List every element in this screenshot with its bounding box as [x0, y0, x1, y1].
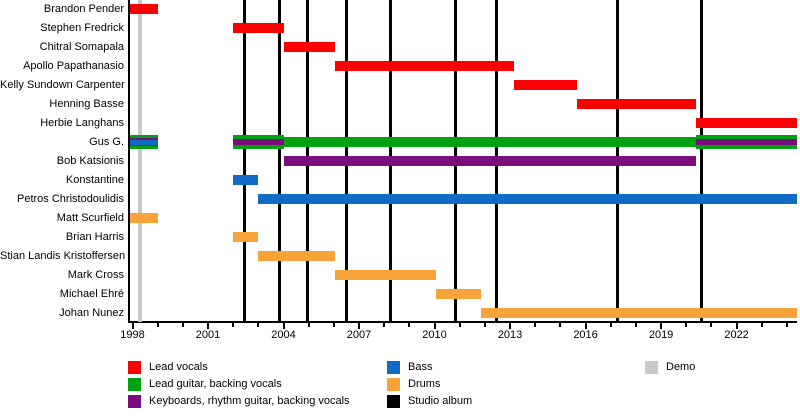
minor-year-tick: [710, 323, 713, 327]
minor-year-tick: [181, 323, 184, 327]
minor-year-tick: [685, 323, 688, 327]
studio-album-line: [243, 0, 247, 322]
year-label: 2016: [573, 329, 598, 341]
member-label: Gus G.: [89, 136, 124, 148]
member-label: Konstantine: [65, 174, 124, 186]
minor-year-tick: [534, 323, 537, 327]
legend-label-lead_vocals: Lead vocals: [149, 361, 208, 373]
timeline-bar-drums: [335, 270, 436, 280]
legend-swatch-drums: [387, 378, 400, 391]
y-axis-line: [128, 0, 130, 322]
legend-label-demo: Demo: [666, 361, 696, 373]
timeline-bar-keyboards: [283, 156, 697, 166]
minor-year-tick: [609, 323, 612, 327]
legend-label-bass: Bass: [408, 361, 433, 373]
year-label: 1998: [120, 329, 145, 341]
major-year-tick: [735, 323, 738, 329]
timeline-bar-drums: [435, 289, 482, 299]
timeline-bar-bass: [130, 139, 158, 145]
timeline-bar-lead_vocals: [233, 23, 284, 33]
year-label: 2013: [497, 329, 523, 341]
studio-album-line: [699, 0, 703, 322]
major-year-tick: [207, 323, 210, 329]
timeline-bar-drums: [258, 251, 336, 261]
legend-swatch-lead_guitar: [128, 378, 141, 391]
member-label: Johan Nunez: [59, 307, 124, 319]
member-label: Kelly Sundown Carpenter: [0, 79, 125, 91]
timeline-bar-keyboards: [696, 139, 797, 145]
member-label: Herbie Langhans: [40, 117, 124, 129]
demo-line: [138, 0, 143, 322]
timeline-bar-lead_vocals: [576, 99, 697, 109]
legend-swatch-bass: [387, 361, 400, 374]
legend-label-studio_album: Studio album: [408, 395, 473, 407]
minor-year-tick: [458, 323, 461, 327]
minor-year-tick: [483, 323, 486, 327]
timeline-bar-lead_vocals: [513, 80, 577, 90]
timeline-bar-drums: [130, 213, 158, 223]
member-label: Apollo Papathanasio: [23, 60, 124, 72]
timeline-bar-drums: [481, 308, 797, 318]
minor-year-tick: [383, 323, 386, 327]
timeline-bar-lead_vocals: [283, 42, 336, 52]
member-label: Stephen Fredrick: [40, 22, 124, 34]
member-label: Chitral Somapala: [39, 41, 124, 53]
legend-swatch-studio_album: [387, 395, 400, 408]
legend-label-lead_guitar: Lead guitar, backing vocals: [149, 378, 282, 390]
year-label: 2004: [271, 329, 296, 341]
major-year-tick: [509, 323, 512, 329]
x-axis-line: [128, 321, 797, 323]
major-year-tick: [358, 323, 361, 329]
year-label: 2010: [422, 329, 447, 341]
year-label: 2022: [724, 329, 749, 341]
major-year-tick: [131, 323, 134, 329]
timeline-bar-keyboards: [233, 139, 284, 145]
member-label: Michael Ehré: [59, 288, 124, 300]
timeline-bar-lead_vocals: [130, 4, 158, 14]
legend-swatch-keyboards: [128, 395, 141, 408]
legend-label-keyboards: Keyboards, rhythm guitar, backing vocals: [149, 395, 350, 407]
minor-year-tick: [634, 323, 637, 327]
timeline-bar-bass: [233, 175, 259, 185]
timeline-bar-lead_guitar: [283, 137, 697, 147]
legend-swatch-demo: [645, 361, 658, 374]
minor-year-tick: [307, 323, 310, 327]
member-label: Bob Katsionis: [56, 155, 124, 167]
member-label: Brandon Pender: [43, 3, 124, 15]
member-label: Henning Basse: [49, 98, 124, 110]
timeline-plot-area: [130, 0, 797, 322]
member-label: Petros Christodoulidis: [17, 193, 124, 205]
major-year-tick: [433, 323, 436, 329]
major-year-tick: [584, 323, 587, 329]
year-label: 2007: [346, 329, 372, 341]
minor-year-tick: [559, 323, 562, 327]
major-year-tick: [282, 323, 285, 329]
minor-year-tick: [332, 323, 335, 327]
studio-album-line: [278, 0, 282, 322]
minor-year-tick: [232, 323, 235, 327]
timeline-bar-lead_vocals: [335, 61, 514, 71]
legend-swatch-lead_vocals: [128, 361, 141, 374]
year-label: 2019: [648, 329, 674, 341]
timeline-bar-drums: [233, 232, 259, 242]
legend-label-drums: Drums: [408, 378, 441, 390]
timeline-bar-lead_vocals: [696, 118, 797, 128]
minor-year-tick: [760, 323, 763, 327]
member-label: Brian Harris: [65, 231, 124, 243]
year-label: 2001: [195, 329, 221, 341]
member-label: Stian Landis Kristoffersen: [0, 250, 126, 262]
minor-year-tick: [408, 323, 411, 327]
member-label: Mark Cross: [67, 269, 124, 281]
minor-year-tick: [257, 323, 260, 327]
timeline-bar-bass: [258, 194, 797, 204]
minor-year-tick: [156, 323, 159, 327]
minor-year-tick: [785, 323, 788, 327]
member-label: Matt Scurfield: [56, 212, 124, 224]
major-year-tick: [660, 323, 663, 329]
